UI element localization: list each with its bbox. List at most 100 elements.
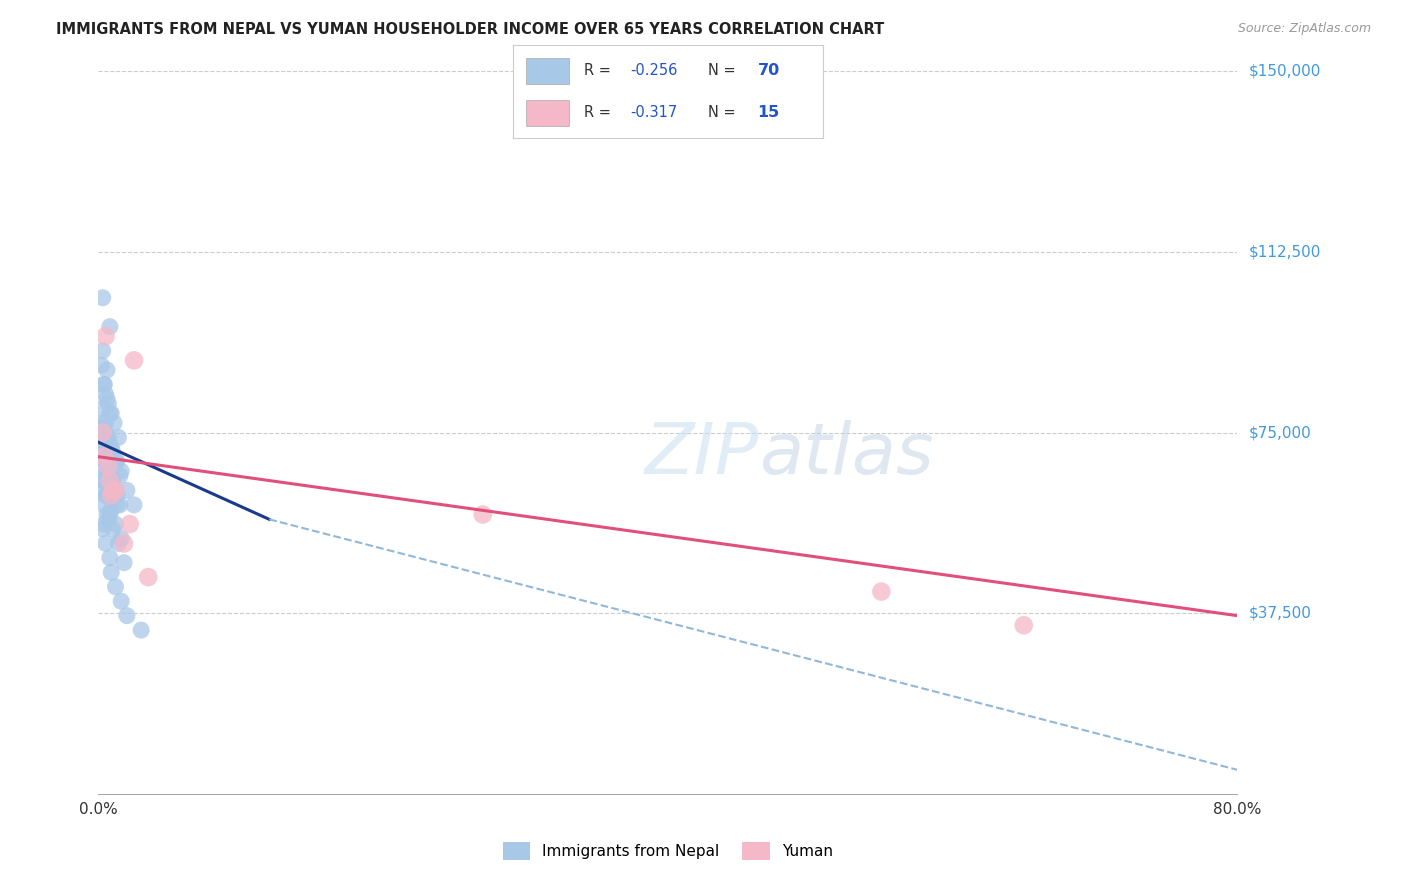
- Point: [115, 483, 138, 498]
- Point: [122, 498, 145, 512]
- Bar: [526, 100, 569, 126]
- Point: [104, 517, 127, 532]
- Point: [136, 570, 159, 584]
- Point: [104, 483, 127, 498]
- Point: [93, 450, 115, 464]
- Point: [93, 498, 115, 512]
- Text: 70: 70: [758, 63, 780, 78]
- Point: [94, 488, 117, 502]
- Point: [103, 416, 125, 430]
- Point: [90, 358, 112, 372]
- Point: [91, 425, 114, 440]
- Point: [91, 440, 114, 454]
- Point: [98, 508, 121, 522]
- Point: [98, 319, 121, 334]
- Point: [110, 532, 132, 546]
- Point: [96, 450, 118, 464]
- Point: [98, 459, 121, 474]
- Point: [97, 397, 120, 411]
- Point: [96, 392, 118, 406]
- Point: [91, 401, 114, 416]
- Point: [118, 517, 141, 532]
- Point: [91, 474, 114, 488]
- Text: 15: 15: [758, 105, 780, 120]
- Point: [100, 502, 122, 516]
- Point: [101, 483, 124, 498]
- Point: [97, 435, 120, 450]
- Point: [100, 406, 122, 420]
- Point: [91, 291, 114, 305]
- Point: [110, 464, 132, 478]
- Text: $75,000: $75,000: [1249, 425, 1312, 440]
- Point: [100, 440, 122, 454]
- Point: [112, 556, 135, 570]
- Point: [91, 343, 114, 358]
- Point: [94, 454, 117, 468]
- Text: $112,500: $112,500: [1249, 244, 1320, 260]
- Text: atlas: atlas: [759, 420, 934, 489]
- Point: [94, 454, 117, 468]
- Point: [96, 363, 118, 377]
- Point: [870, 584, 893, 599]
- Point: [104, 454, 127, 468]
- Point: [98, 550, 121, 565]
- Point: [93, 377, 115, 392]
- Point: [97, 459, 120, 474]
- Text: N =: N =: [709, 63, 741, 78]
- Point: [107, 536, 129, 550]
- Point: [96, 464, 118, 478]
- Point: [108, 469, 131, 483]
- Text: R =: R =: [585, 63, 616, 78]
- Point: [90, 483, 112, 498]
- Point: [101, 522, 124, 536]
- Text: -0.256: -0.256: [631, 63, 678, 78]
- Point: [115, 608, 138, 623]
- Point: [93, 435, 115, 450]
- Point: [101, 474, 124, 488]
- Point: [94, 416, 117, 430]
- Text: N =: N =: [709, 105, 741, 120]
- Point: [122, 353, 145, 368]
- Point: [471, 508, 494, 522]
- Point: [93, 474, 115, 488]
- Text: R =: R =: [585, 105, 616, 120]
- Point: [107, 430, 129, 444]
- Legend: Immigrants from Nepal, Yuman: Immigrants from Nepal, Yuman: [496, 836, 839, 866]
- Point: [1012, 618, 1035, 632]
- Text: Source: ZipAtlas.com: Source: ZipAtlas.com: [1237, 22, 1371, 36]
- Point: [94, 387, 117, 401]
- Text: $37,500: $37,500: [1249, 606, 1312, 621]
- Point: [105, 454, 128, 468]
- Point: [97, 512, 120, 526]
- Point: [108, 498, 131, 512]
- Point: [100, 488, 122, 502]
- Point: [110, 594, 132, 608]
- Point: [105, 498, 128, 512]
- Point: [105, 488, 128, 502]
- Point: [90, 421, 112, 435]
- Point: [96, 508, 118, 522]
- Point: [100, 478, 122, 492]
- Point: [129, 623, 152, 637]
- Text: IMMIGRANTS FROM NEPAL VS YUMAN HOUSEHOLDER INCOME OVER 65 YEARS CORRELATION CHAR: IMMIGRANTS FROM NEPAL VS YUMAN HOUSEHOLD…: [56, 22, 884, 37]
- Point: [93, 377, 115, 392]
- Point: [101, 483, 124, 498]
- Text: -0.317: -0.317: [631, 105, 678, 120]
- Point: [104, 580, 127, 594]
- Point: [97, 430, 120, 444]
- Point: [100, 566, 122, 580]
- Point: [96, 488, 118, 502]
- Point: [91, 416, 114, 430]
- Point: [94, 536, 117, 550]
- Bar: [526, 58, 569, 84]
- Point: [90, 459, 112, 474]
- Point: [98, 406, 121, 420]
- Point: [101, 445, 124, 459]
- Point: [93, 517, 115, 532]
- Text: $150,000: $150,000: [1249, 64, 1320, 78]
- Point: [103, 483, 125, 498]
- Point: [97, 469, 120, 483]
- Point: [91, 440, 114, 454]
- Point: [91, 522, 114, 536]
- Point: [98, 469, 121, 483]
